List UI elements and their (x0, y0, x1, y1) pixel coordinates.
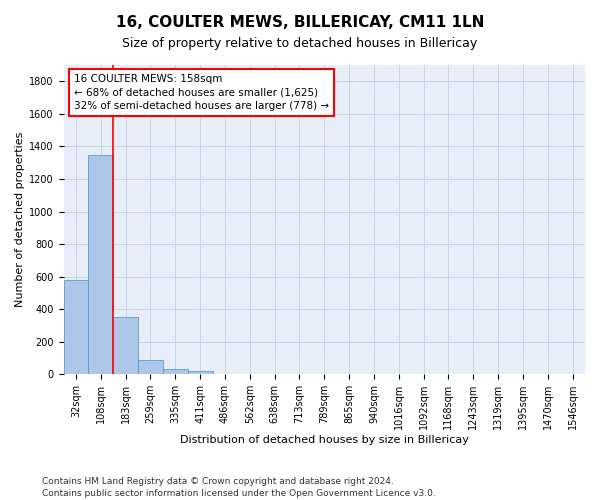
Bar (113, 318, 138, 374)
Text: Contains HM Land Registry data © Crown copyright and database right 2024.
Contai: Contains HM Land Registry data © Crown c… (42, 476, 436, 498)
X-axis label: Distribution of detached houses by size in Billericay: Distribution of detached houses by size … (180, 435, 469, 445)
Text: 16, COULTER MEWS, BILLERICAY, CM11 1LN: 16, COULTER MEWS, BILLERICAY, CM11 1LN (116, 15, 484, 30)
Bar (88, 154, 113, 374)
Bar (163, 370, 188, 374)
Bar (188, 371, 212, 374)
Text: Size of property relative to detached houses in Billericay: Size of property relative to detached ho… (122, 38, 478, 51)
Y-axis label: Number of detached properties: Number of detached properties (15, 132, 25, 308)
Bar (138, 360, 163, 374)
Text: 16 COULTER MEWS: 158sqm
← 68% of detached houses are smaller (1,625)
32% of semi: 16 COULTER MEWS: 158sqm ← 68% of detache… (74, 74, 329, 110)
Bar (64, 280, 88, 374)
